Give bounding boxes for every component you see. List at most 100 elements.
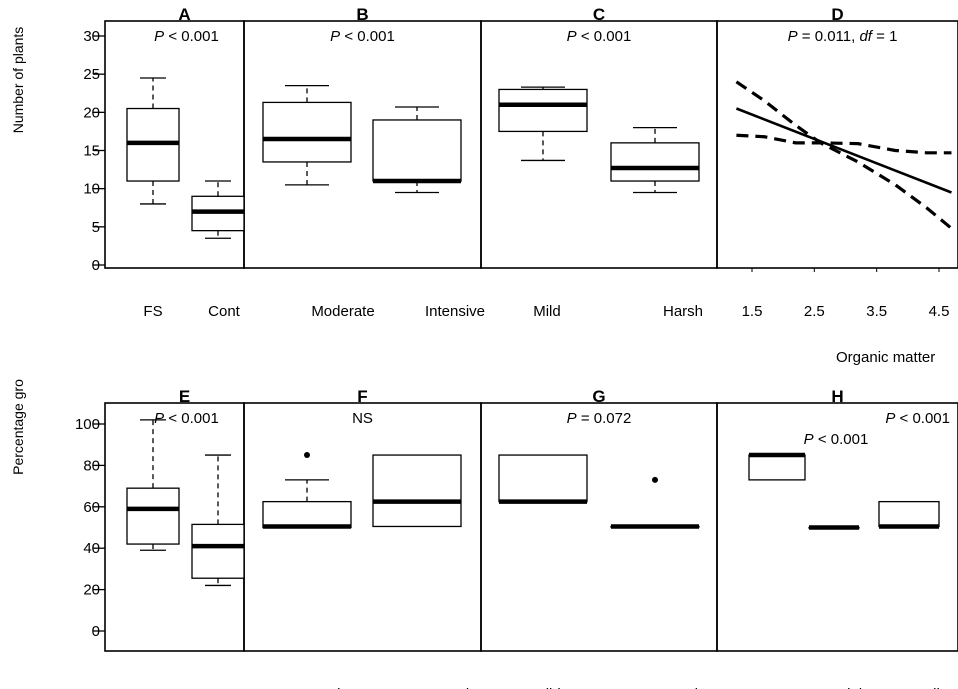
outlier-point <box>652 476 658 483</box>
box-body <box>262 101 352 163</box>
line-ci_upper <box>735 80 952 155</box>
x-category-label: Harsh <box>663 303 703 320</box>
x-category-label: FS <box>143 686 162 689</box>
stat-text-A: P < 0.001 <box>154 28 219 45</box>
panel-letter-C: C <box>593 5 605 24</box>
y-tick-label: 60 <box>83 499 100 516</box>
box-C-1 <box>610 126 700 194</box>
y-tick-label: 30 <box>83 28 100 45</box>
box-body <box>191 523 245 579</box>
stat-text-C: P < 0.001 <box>567 28 632 45</box>
box-H-2 <box>878 500 940 529</box>
chart-marks <box>93 35 953 632</box>
y-axis-title-top: Number of plants <box>10 27 26 134</box>
box-F-1 <box>372 454 462 528</box>
box-body <box>126 487 180 545</box>
x-category-label: Light <box>839 686 872 689</box>
box-body <box>498 454 588 503</box>
x-category-label: Intensive <box>425 303 485 320</box>
y-tick-label: 40 <box>83 540 100 557</box>
line-fit <box>735 107 952 194</box>
x-category-label: Harsh <box>663 686 703 689</box>
box-H-1 <box>808 525 860 530</box>
box-body <box>262 500 352 529</box>
box-B-1 <box>372 106 462 194</box>
box-body <box>498 88 588 133</box>
stat-text-F: NS <box>352 410 373 427</box>
x-category-label: Heavy <box>765 686 808 689</box>
panel-frame-H <box>716 402 958 652</box>
box-G-1 <box>610 476 700 529</box>
x-category-label: Mild <box>533 303 561 320</box>
stat-p-symbol: P <box>330 28 340 45</box>
box-A-1 <box>191 180 245 239</box>
stat-p-symbol: P <box>885 410 895 427</box>
organic-matter-label: Organic matter <box>836 349 935 366</box>
stat-value: = 0.011, <box>798 28 860 45</box>
x-category-label: Cont <box>208 303 241 320</box>
panel-letter-A: A <box>178 5 190 24</box>
box-body <box>372 454 462 528</box>
x-category-label: Medium <box>907 686 958 689</box>
panel-letter-H: H <box>831 387 843 406</box>
stat-p-symbol: P <box>804 431 814 448</box>
box-B-0 <box>262 84 352 186</box>
outlier-point <box>304 452 310 459</box>
panel-frame-D <box>716 20 958 269</box>
y-tick-label: 20 <box>83 104 100 121</box>
y-tick-label: 100 <box>75 416 100 433</box>
box-H-0 <box>748 452 806 481</box>
stat-df-symbol: df <box>859 28 873 45</box>
stat-text-secondary-H: P < 0.001 <box>804 431 869 448</box>
box-G-0 <box>498 454 588 504</box>
stat-p-symbol: P <box>154 28 164 45</box>
stat-value: < 0.001 <box>340 28 395 45</box>
stat-text-G: P = 0.072 <box>567 410 632 427</box>
x-category-label: Mild <box>533 686 561 689</box>
x-category-label: FS <box>143 303 162 320</box>
panel-letter-D: D <box>831 5 843 24</box>
box-C-0 <box>498 86 588 162</box>
stat-value: < 0.001 <box>164 28 219 45</box>
y-tick-label: 15 <box>83 143 100 160</box>
x-category-label: Intensive <box>425 686 485 689</box>
y-tick-label: 0 <box>92 257 100 274</box>
stat-value: < 0.001 <box>895 410 950 427</box>
box-body <box>878 500 940 528</box>
stat-value: < 0.001 <box>164 410 219 427</box>
y-tick-label: 80 <box>83 457 100 474</box>
y-tick-label: 20 <box>83 582 100 599</box>
y-axis-title-bottom: Percentage gro <box>10 379 26 475</box>
line-ci_lower <box>736 133 953 230</box>
stat-p-symbol: P <box>567 410 577 427</box>
stat-p-symbol: P <box>154 410 164 427</box>
y-tick-label: 10 <box>83 181 100 198</box>
x-category-label: Cont <box>208 686 241 689</box>
box-body <box>372 119 462 182</box>
box-F-0 <box>262 452 352 529</box>
stat-text-H: P < 0.001 <box>885 410 950 427</box>
stat-text-D: P = 0.011, df = 1 <box>788 28 898 45</box>
x-category-label: Moderate <box>311 686 374 689</box>
y-tick-label: 5 <box>92 219 100 236</box>
box-body <box>748 454 806 481</box>
box-A-0 <box>126 77 180 205</box>
panel-letter-E: E <box>179 387 190 406</box>
panel-letter-F: F <box>357 387 367 406</box>
box-E-0 <box>126 419 180 551</box>
panel-letter-G: G <box>592 387 605 406</box>
x-tick-label: 1.5 <box>742 303 763 320</box>
x-tick-label: 4.5 <box>929 303 950 320</box>
chart-labels: 0 5 10 15 20 25 30 0 20 40 60 80 100 Number of plants… <box>10 5 958 689</box>
x-tick-label: 2.5 <box>804 303 825 320</box>
stat-text-E: P < 0.001 <box>154 410 219 427</box>
box-body <box>610 142 700 182</box>
box-E-1 <box>191 454 245 587</box>
stat-value: = 0.072 <box>577 410 632 427</box>
x-tick-label: 3.5 <box>866 303 887 320</box>
panel-letter-B: B <box>356 5 368 24</box>
stat-p-symbol: P <box>567 28 577 45</box>
stat-value: < 0.001 <box>814 431 869 448</box>
stat-value: < 0.001 <box>577 28 632 45</box>
